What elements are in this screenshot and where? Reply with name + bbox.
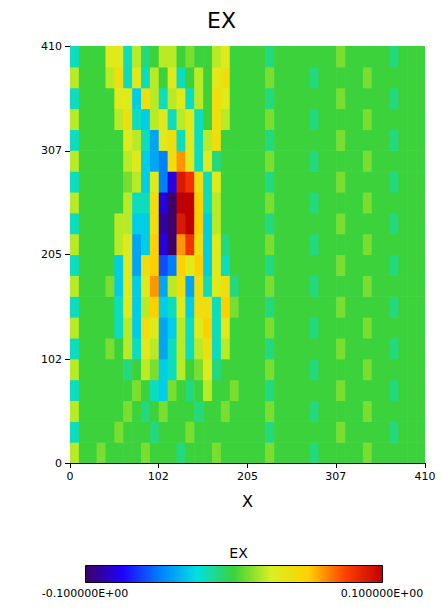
svg-text:0: 0 (67, 470, 74, 483)
svg-text:307: 307 (325, 470, 346, 483)
svg-text:0.100000E+00: 0.100000E+00 (341, 587, 424, 600)
svg-text:307: 307 (41, 144, 62, 157)
svg-text:EX: EX (207, 8, 236, 33)
svg-text:102: 102 (148, 470, 169, 483)
svg-text:EX: EX (229, 545, 248, 561)
svg-text:X: X (242, 492, 253, 511)
svg-text:205: 205 (237, 470, 258, 483)
svg-text:-0.100000E+00: -0.100000E+00 (42, 587, 129, 600)
svg-text:0: 0 (55, 457, 62, 470)
svg-text:102: 102 (41, 353, 62, 366)
svg-text:410: 410 (41, 40, 62, 53)
svg-text:205: 205 (41, 248, 62, 261)
svg-text:410: 410 (415, 470, 436, 483)
